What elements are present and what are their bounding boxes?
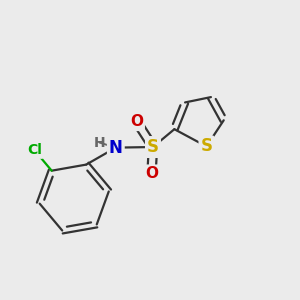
Text: N: N xyxy=(109,139,123,157)
Text: O: O xyxy=(130,114,143,129)
Text: H: H xyxy=(94,136,105,150)
Text: Cl: Cl xyxy=(27,143,42,157)
Text: S: S xyxy=(147,138,159,156)
Text: O: O xyxy=(145,166,158,181)
Text: S: S xyxy=(200,137,212,155)
